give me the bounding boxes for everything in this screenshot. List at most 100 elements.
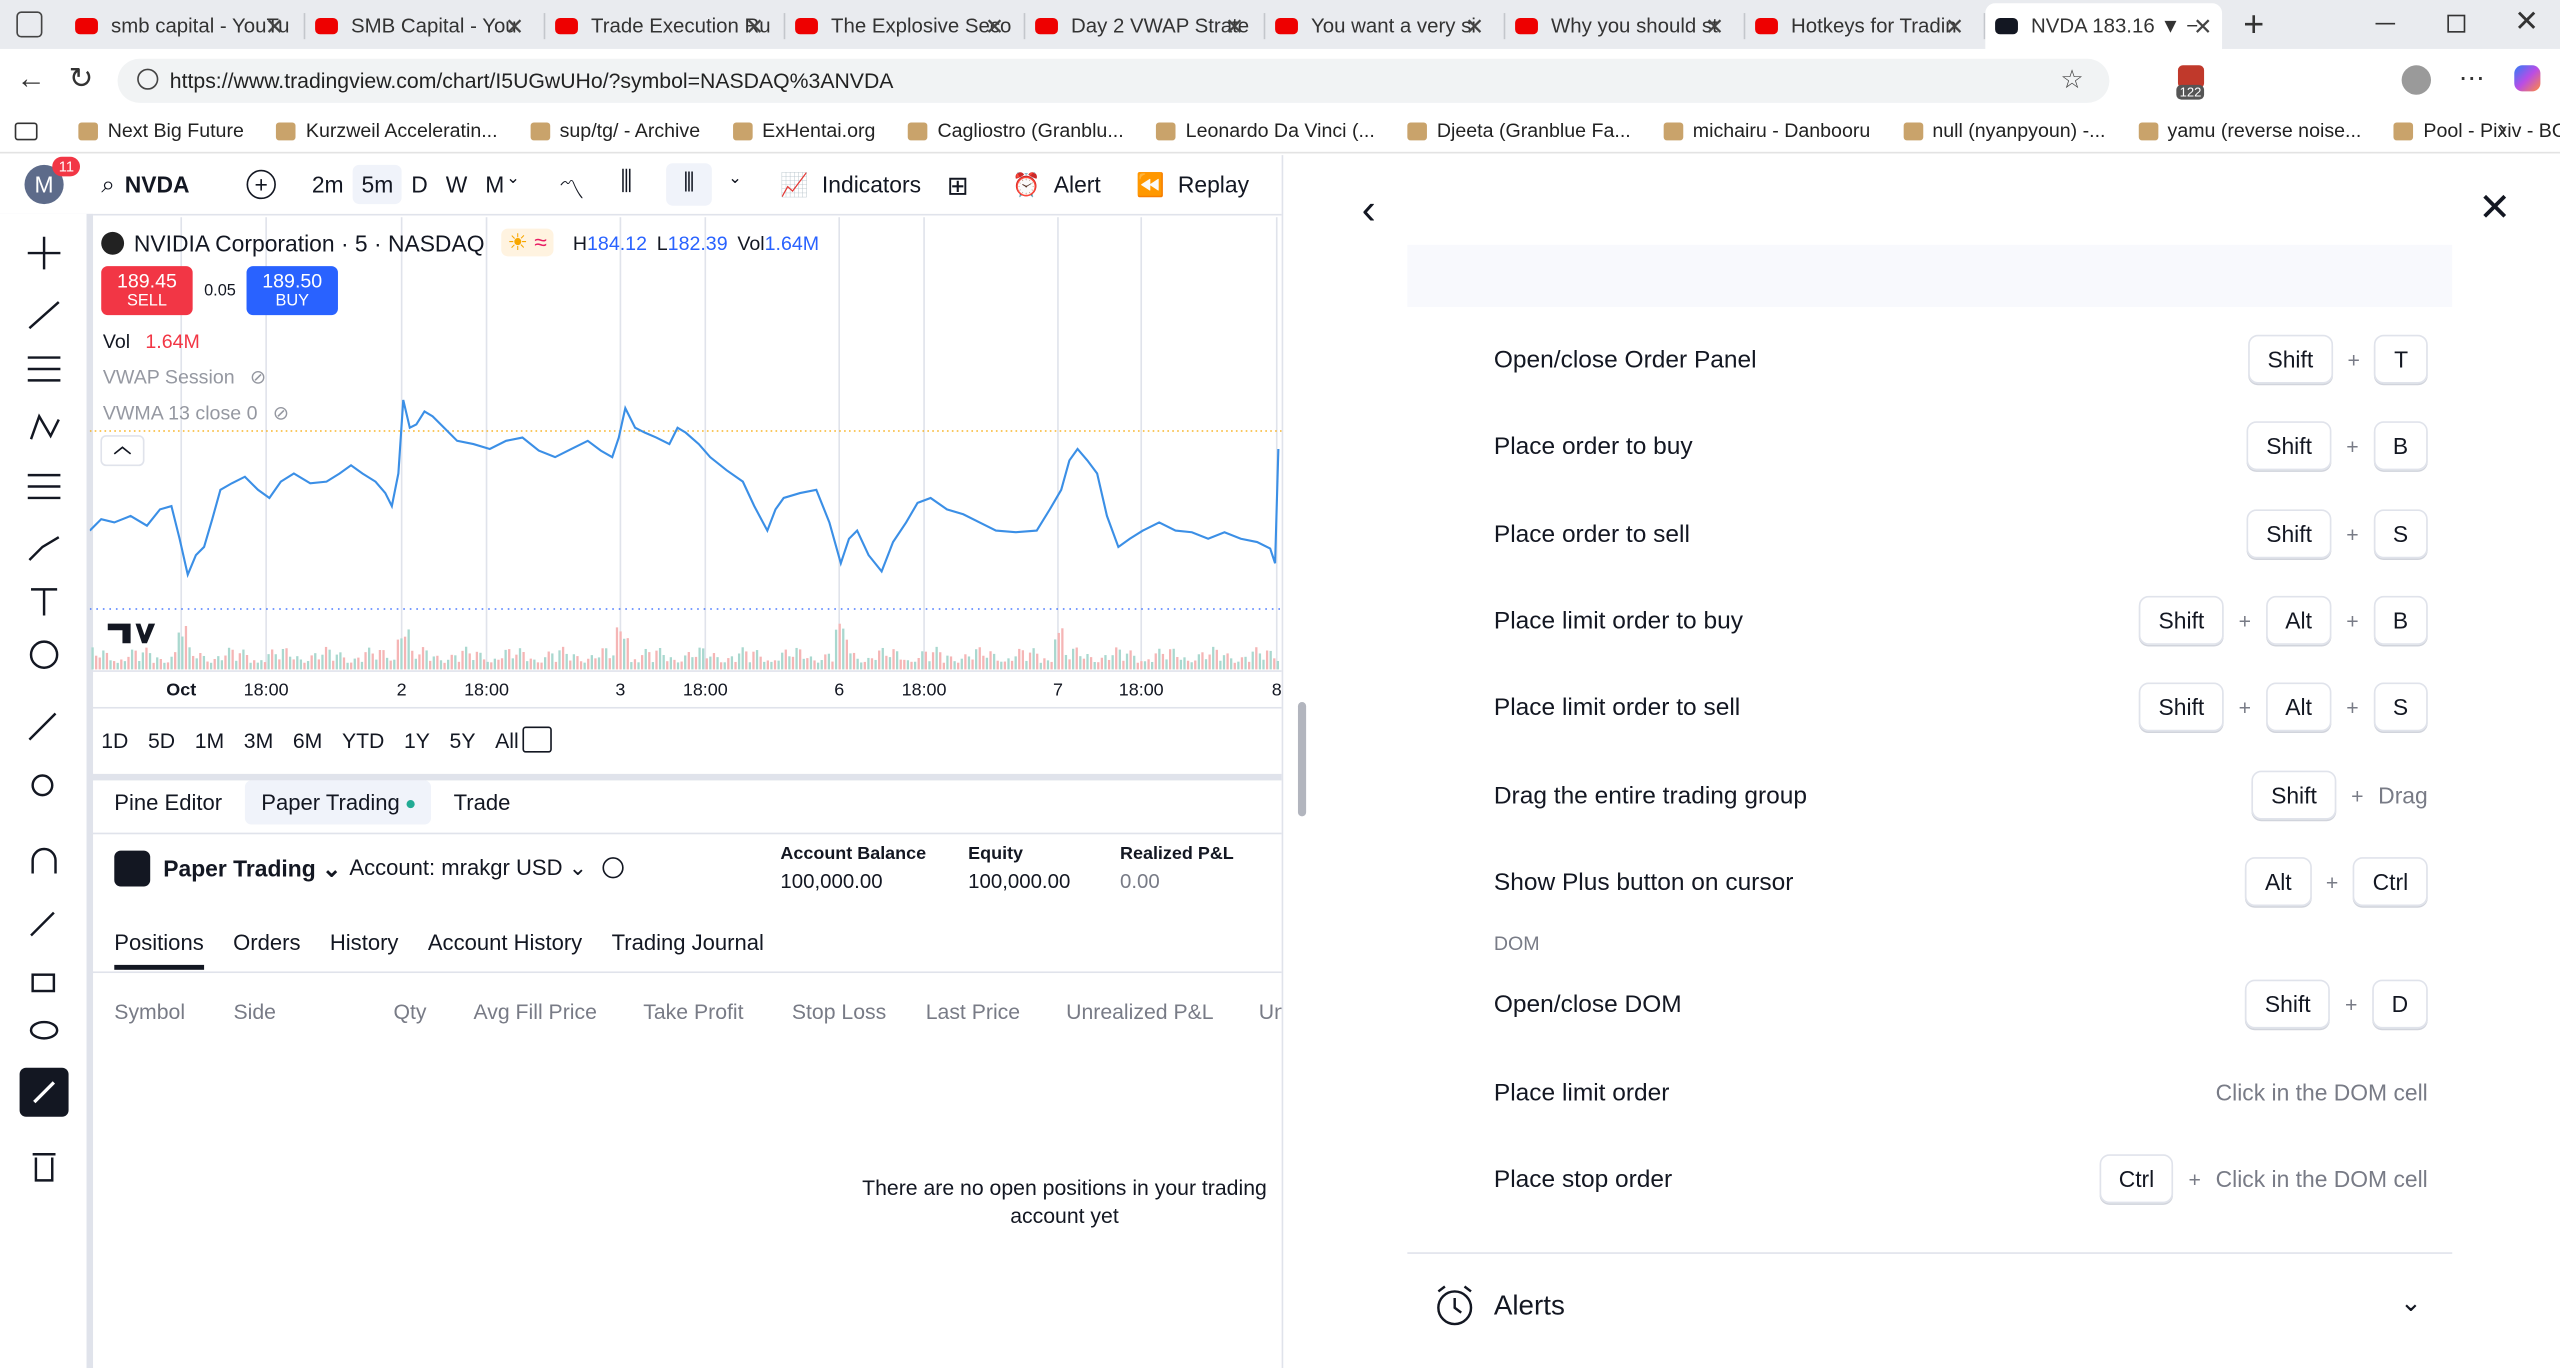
settings[interactable] <box>602 857 624 879</box>
sell-button[interactable]: 189.45 SELL <box>101 266 193 316</box>
browser-tab[interactable]: Why you should st ✕ <box>1505 7 1734 46</box>
close-window[interactable]: ✕ <box>2514 4 2539 38</box>
tab-close[interactable]: ✕ <box>264 12 285 39</box>
star[interactable]: ☆ <box>2060 66 2084 95</box>
hide-drawings[interactable] <box>29 1020 59 1040</box>
brush[interactable] <box>28 536 60 561</box>
menu[interactable]: ⋯ <box>2458 65 2485 94</box>
new-tab[interactable]: + <box>2243 3 2265 45</box>
positions-tab[interactable]: Account History <box>427 930 583 956</box>
interval[interactable]: D <box>411 171 428 198</box>
range[interactable]: 5D <box>147 728 176 753</box>
bookmark[interactable]: null (nyanpyoun) -... <box>1902 119 2105 142</box>
trend-line[interactable] <box>28 301 60 330</box>
alert[interactable]: ⏰ Alert <box>1012 170 1101 198</box>
remove-drawings[interactable] <box>32 1153 56 1182</box>
patterns[interactable] <box>29 413 60 440</box>
broker[interactable]: Paper Trading ⌄ <box>163 855 342 882</box>
bottom-tab[interactable]: Trade <box>437 780 526 824</box>
range[interactable]: 6M <box>292 728 323 753</box>
tab-close[interactable]: ✕ <box>1704 12 1725 39</box>
indicators[interactable]: 📈 Indicators <box>780 170 922 198</box>
tab-close[interactable]: ✕ <box>2193 12 2213 39</box>
positions-tab[interactable]: Positions <box>114 931 204 970</box>
bars[interactable]: ⦀ <box>666 163 712 206</box>
tab-close[interactable]: ✕ <box>1944 12 1965 39</box>
interval[interactable]: M <box>485 171 505 198</box>
bookmark[interactable]: ExHentai.org <box>732 119 875 142</box>
replay[interactable]: ⏪ Replay <box>1136 170 1250 198</box>
compare[interactable]: + <box>246 169 276 200</box>
bookmark[interactable]: michairu - Danbooru <box>1663 119 1870 142</box>
fib[interactable] <box>27 356 61 382</box>
interval[interactable]: 2m <box>311 171 344 198</box>
style-menu[interactable]: ⌄ <box>728 169 742 188</box>
browser-tab[interactable]: Hotkeys for Tradin ✕ <box>1745 7 1974 46</box>
positions-tab[interactable]: History <box>329 930 399 956</box>
tab-close[interactable]: ✕ <box>984 12 1005 39</box>
restore[interactable] <box>2447 14 2466 33</box>
back[interactable]: ← <box>16 62 46 95</box>
buy-button[interactable]: 189.50 BUY <box>246 266 338 316</box>
symbol-search[interactable]: ⌕ NVDA <box>101 170 190 199</box>
text-tool[interactable] <box>31 588 58 616</box>
bottom-tab[interactable]: Paper Trading <box>244 780 431 825</box>
emoji[interactable] <box>29 640 59 669</box>
browser-tab[interactable]: SMB Capital - You ✕ <box>305 7 534 46</box>
browser-tab[interactable]: smb capital - YouTu ✕ <box>65 7 294 46</box>
date-range[interactable] <box>522 726 552 753</box>
address-bar[interactable] <box>117 58 2110 103</box>
range[interactable]: All <box>495 728 519 753</box>
lock-drawings[interactable] <box>31 973 56 993</box>
crosshair[interactable] <box>27 236 61 270</box>
reading-list[interactable] <box>14 122 38 141</box>
minimize[interactable] <box>2375 22 2396 25</box>
bookmark[interactable]: Kurzweil Acceleratin... <box>276 119 498 142</box>
bottom-tab[interactable]: Pine Editor <box>98 780 238 824</box>
account-select[interactable]: Account: mrakgr USD ⌄ <box>349 855 588 880</box>
stay-drawing[interactable] <box>30 911 55 937</box>
range[interactable]: 1D <box>101 728 129 753</box>
more-bookmarks[interactable]: › <box>2497 115 2507 144</box>
ruler[interactable] <box>28 712 57 741</box>
positions-tab[interactable]: Orders <box>233 930 301 956</box>
bookmark[interactable]: Djeeta (Granblue Fa... <box>1407 119 1631 142</box>
reload[interactable]: ↻ <box>68 62 94 95</box>
range[interactable]: 1Y <box>403 728 430 753</box>
extension[interactable] <box>2177 65 2205 89</box>
interval[interactable]: W <box>445 171 468 198</box>
bookmark[interactable]: Cagliostro (Granblu... <box>908 119 1124 142</box>
panel-back[interactable]: ‹ <box>1361 184 1376 234</box>
interval[interactable]: 5m <box>353 164 402 205</box>
browser-tab[interactable]: NVDA 183.16 ▼ − ✕ <box>1985 3 2223 49</box>
tab-close[interactable]: ✕ <box>504 12 525 39</box>
bookmark[interactable]: Pool - Pixiv - BOX S... <box>2394 119 2560 142</box>
browser-tab[interactable]: Day 2 VWAP Strate ✕ <box>1025 7 1254 46</box>
tab-close[interactable]: ✕ <box>1464 12 1485 39</box>
profile[interactable] <box>2401 65 2432 95</box>
tab-close[interactable]: ✕ <box>744 12 765 39</box>
positions-tab[interactable]: Trading Journal <box>611 930 764 956</box>
bookmark[interactable]: sup/tg/ - Archive <box>530 119 700 142</box>
bookmark[interactable]: yamu (reverse noise... <box>2138 119 2361 142</box>
candles[interactable]: ⫼ <box>620 168 633 196</box>
tab-actions[interactable] <box>16 11 43 38</box>
bookmark[interactable]: Next Big Future <box>78 119 244 142</box>
alerts-section[interactable]: Alerts <box>1493 1289 1565 1321</box>
copilot[interactable] <box>2514 65 2541 92</box>
collapse-legend[interactable] <box>100 435 145 467</box>
bookmark[interactable]: Leonardo Da Vinci (... <box>1156 119 1375 142</box>
range[interactable]: 3M <box>243 728 274 753</box>
panel-close[interactable]: ✕ <box>2478 186 2512 231</box>
range[interactable]: 5Y <box>449 728 476 753</box>
browser-tab[interactable]: The Explosive Seco ✕ <box>785 7 1014 46</box>
browser-tab[interactable]: Trade Execution Ru ✕ <box>545 7 774 46</box>
interval-menu[interactable]: ⌄ <box>506 169 520 188</box>
range[interactable]: 1M <box>194 728 225 753</box>
forecast[interactable] <box>27 473 61 500</box>
layouts[interactable]: ⊞ <box>946 173 969 201</box>
alerts-chevron[interactable]: ⌄ <box>2399 1289 2422 1318</box>
tab-close[interactable]: ✕ <box>1224 12 1245 39</box>
browser-tab[interactable]: You want a very si ✕ <box>1265 7 1494 46</box>
range[interactable]: YTD <box>341 728 385 753</box>
